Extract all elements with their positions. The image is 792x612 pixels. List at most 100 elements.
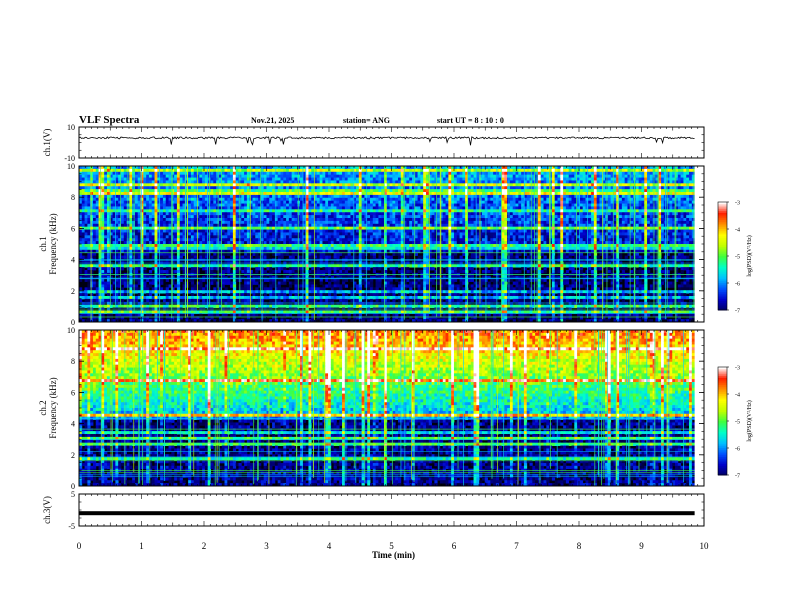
- p1-heatmap-cell: [342, 224, 345, 227]
- p1-heatmap-cell: [334, 178, 337, 181]
- p1-heatmap-cell: [266, 178, 269, 181]
- p1-heatmap-cell: [272, 232, 275, 235]
- p1-heatmap-cell: [331, 215, 334, 218]
- p1-heatmap-cell: [199, 256, 202, 259]
- p1-heatmap-cell: [225, 178, 228, 181]
- p1-heatmap-cell: [230, 296, 233, 299]
- p1-heatmap-cell: [292, 218, 295, 221]
- p1-heatmap-cell: [328, 296, 331, 299]
- p1-heatmap-cell: [339, 264, 342, 267]
- p1-heatmap-cell: [188, 305, 191, 308]
- p1-heatmap-cell: [213, 175, 216, 178]
- p1-heatmap-cell: [180, 256, 183, 259]
- p1-heatmap-cell: [135, 212, 138, 215]
- p1-heatmap-cell: [227, 264, 230, 267]
- p1-heatmap-cell: [124, 279, 127, 282]
- p1-heatmap-cell: [225, 209, 228, 212]
- p1-heatmap-cell: [188, 221, 191, 224]
- p1-heatmap-cell: [320, 180, 323, 183]
- p1-heatmap-cell: [149, 264, 152, 267]
- p1-heatmap-cell: [135, 241, 138, 244]
- p1-heatmap-cell: [325, 206, 328, 209]
- p1-heatmap-cell: [289, 282, 292, 285]
- p1-heatmap-cell: [90, 227, 93, 230]
- p1-heatmap-cell: [121, 305, 124, 308]
- p1-heatmap-cell: [278, 238, 281, 241]
- p1-heatmap-cell: [166, 299, 169, 302]
- p1-heatmap-cell: [283, 241, 286, 244]
- p1-heatmap-cell: [222, 175, 225, 178]
- p1-heatmap-cell: [211, 293, 214, 296]
- p1-heatmap-cell: [266, 230, 269, 233]
- p1-heatmap-cell: [336, 218, 339, 221]
- p1-heatmap-cell: [339, 189, 342, 192]
- p1-heatmap-cell: [236, 204, 239, 207]
- p1-heatmap-cell: [308, 195, 311, 198]
- p1-heatmap-cell: [107, 178, 110, 181]
- p1-heatmap-cell: [308, 247, 311, 250]
- p1-heatmap-cell: [269, 224, 272, 227]
- p1-heatmap-cell: [275, 227, 278, 230]
- p1-heatmap-cell: [124, 189, 127, 192]
- p1-heatmap-cell: [308, 287, 311, 290]
- p1-heatmap-cell: [264, 175, 267, 178]
- p1-heatmap-cell: [286, 218, 289, 221]
- p1-heatmap-cell: [146, 206, 149, 209]
- p1-heatmap-cell: [334, 201, 337, 204]
- p1-heatmap-cell: [294, 218, 297, 221]
- p1-heatmap-cell: [320, 230, 323, 233]
- p1-heatmap-cell: [85, 244, 88, 247]
- p1-heatmap-cell: [197, 221, 200, 224]
- p1-heatmap-cell: [213, 279, 216, 282]
- p1-heatmap-cell: [177, 204, 180, 207]
- p1-heatmap-cell: [278, 206, 281, 209]
- p1-heatmap-cell: [230, 247, 233, 250]
- p1-heatmap-cell: [255, 189, 258, 192]
- p1-heatmap-cell: [93, 221, 96, 224]
- p1-heatmap-cell: [180, 235, 183, 238]
- p1-heatmap-cell: [294, 195, 297, 198]
- p1-heatmap-cell: [152, 253, 155, 256]
- p1-heatmap-cell: [152, 192, 155, 195]
- p1-heatmap-cell: [308, 169, 311, 172]
- p1-heatmap-cell: [322, 224, 325, 227]
- p1-heatmap-cell: [213, 232, 216, 235]
- p1-heatmap-cell: [90, 293, 93, 296]
- p1-heatmap-cell: [247, 218, 250, 221]
- p1-heatmap-cell: [286, 235, 289, 238]
- p1-heatmap-cell: [275, 244, 278, 247]
- p1-heatmap-cell: [345, 201, 348, 204]
- p1-heatmap-cell: [241, 172, 244, 175]
- p1-heatmap-cell: [244, 296, 247, 299]
- p1-heatmap-cell: [283, 198, 286, 201]
- p1-heatmap-cell: [135, 227, 138, 230]
- p1-heatmap-cell: [138, 293, 141, 296]
- p1-heatmap-cell: [152, 256, 155, 259]
- p1-heatmap-cell: [342, 305, 345, 308]
- p1-heatmap-cell: [241, 296, 244, 299]
- p1-heatmap-cell: [138, 189, 141, 192]
- p1-heatmap-cell: [211, 296, 214, 299]
- p1-heatmap-cell: [104, 183, 107, 186]
- p1-heatmap-cell: [160, 267, 163, 270]
- p1-heatmap-cell: [247, 253, 250, 256]
- p1-heatmap-cell: [269, 215, 272, 218]
- p1-heatmap-cell: [107, 227, 110, 230]
- p1-heatmap-cell: [138, 305, 141, 308]
- p1-heatmap-cell: [143, 169, 146, 172]
- p1-heatmap-cell: [213, 244, 216, 247]
- p1-heatmap-cell: [213, 282, 216, 285]
- p1-heatmap-cell: [177, 206, 180, 209]
- p1-heatmap-cell: [174, 227, 177, 230]
- p1-heatmap-cell: [101, 195, 104, 198]
- p1-heatmap-cell: [152, 282, 155, 285]
- p1-heatmap-cell: [157, 227, 160, 230]
- p1-heatmap-cell: [121, 279, 124, 282]
- p1-heatmap-cell: [241, 293, 244, 296]
- p1-heatmap-cell: [101, 206, 104, 209]
- p1-heatmap-cell: [191, 305, 194, 308]
- p1-heatmap-cell: [104, 305, 107, 308]
- p1-heatmap-cell: [191, 192, 194, 195]
- p1-heatmap-cell: [93, 290, 96, 293]
- p1-heatmap-cell: [225, 204, 228, 207]
